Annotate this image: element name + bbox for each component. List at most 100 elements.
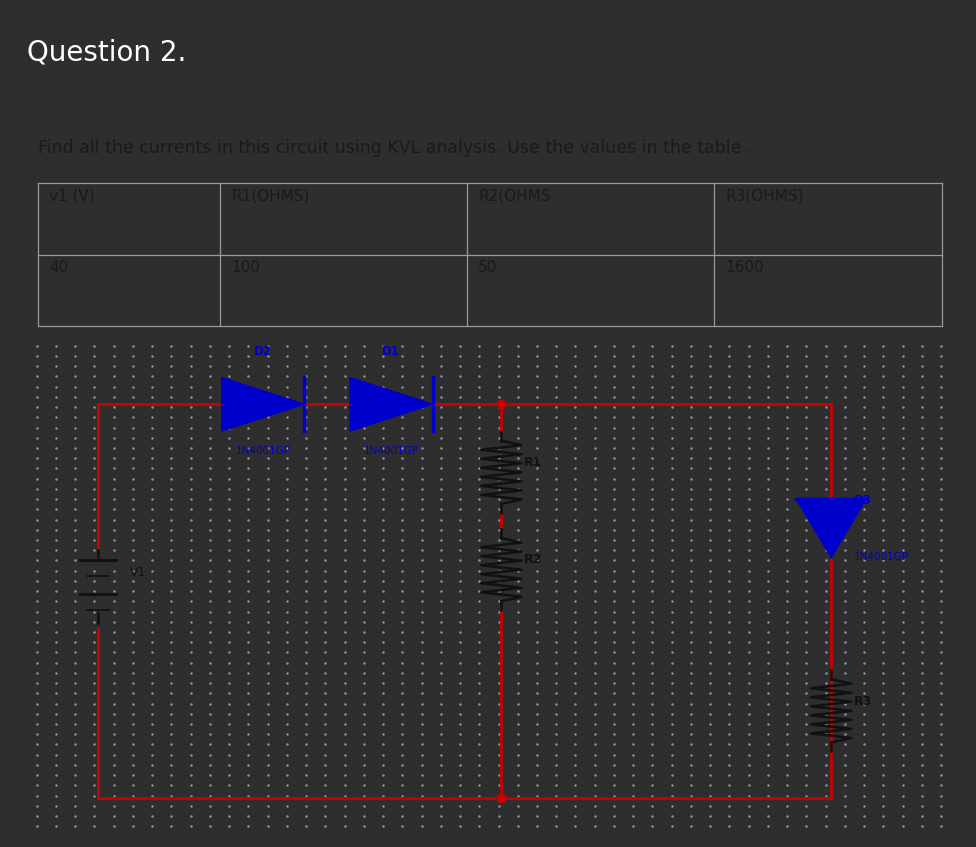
Point bbox=[183, 687, 198, 700]
Point bbox=[337, 502, 352, 516]
Point bbox=[606, 339, 622, 352]
Point bbox=[87, 534, 102, 547]
Point bbox=[915, 451, 930, 465]
Point bbox=[67, 401, 83, 414]
Point bbox=[645, 819, 661, 833]
Point bbox=[626, 472, 641, 485]
Point bbox=[587, 359, 602, 373]
Point bbox=[299, 605, 314, 618]
Point bbox=[48, 411, 63, 424]
Point bbox=[780, 819, 795, 833]
Point bbox=[587, 451, 602, 465]
Point bbox=[798, 687, 814, 700]
Point bbox=[375, 390, 390, 404]
Point bbox=[279, 799, 295, 812]
Point bbox=[125, 758, 141, 772]
Point bbox=[915, 595, 930, 608]
Point bbox=[183, 635, 198, 649]
Point bbox=[105, 635, 121, 649]
Point bbox=[202, 380, 218, 394]
Point bbox=[87, 707, 102, 721]
Text: R3: R3 bbox=[854, 695, 873, 707]
Point bbox=[414, 605, 429, 618]
Point bbox=[202, 339, 218, 352]
Point bbox=[433, 339, 449, 352]
Point bbox=[875, 534, 891, 547]
Point bbox=[703, 349, 718, 363]
Point bbox=[915, 809, 930, 822]
Point bbox=[414, 421, 429, 435]
Point bbox=[144, 738, 160, 751]
Point bbox=[549, 605, 564, 618]
Point bbox=[260, 717, 275, 731]
Point bbox=[433, 748, 449, 761]
Point bbox=[664, 738, 679, 751]
Point bbox=[48, 584, 63, 598]
Point bbox=[183, 748, 198, 761]
Point bbox=[721, 595, 737, 608]
Point bbox=[780, 687, 795, 700]
Point bbox=[741, 645, 756, 659]
Point bbox=[202, 676, 218, 689]
Point bbox=[67, 492, 83, 506]
Point bbox=[125, 472, 141, 485]
Point bbox=[818, 819, 834, 833]
Point bbox=[279, 359, 295, 373]
Point bbox=[452, 656, 468, 669]
Point bbox=[703, 401, 718, 414]
Point bbox=[760, 615, 776, 628]
Point bbox=[375, 472, 390, 485]
Text: 100: 100 bbox=[231, 260, 260, 275]
Point bbox=[683, 676, 699, 689]
Point bbox=[683, 778, 699, 792]
Point bbox=[433, 605, 449, 618]
Point bbox=[260, 462, 275, 475]
Point bbox=[67, 758, 83, 772]
Point bbox=[664, 482, 679, 495]
Point bbox=[375, 676, 390, 689]
Point bbox=[125, 523, 141, 536]
Point bbox=[452, 359, 468, 373]
Point bbox=[414, 534, 429, 547]
Point bbox=[760, 401, 776, 414]
Point bbox=[67, 502, 83, 516]
Point bbox=[491, 421, 507, 435]
Point bbox=[760, 421, 776, 435]
Point bbox=[299, 380, 314, 394]
Point bbox=[164, 554, 180, 567]
Point bbox=[29, 502, 45, 516]
Point bbox=[798, 645, 814, 659]
Point bbox=[375, 697, 390, 711]
Point bbox=[279, 625, 295, 639]
Point bbox=[780, 758, 795, 772]
Point bbox=[491, 492, 507, 506]
Point bbox=[164, 738, 180, 751]
Point bbox=[356, 472, 372, 485]
Point bbox=[87, 544, 102, 557]
Point bbox=[183, 544, 198, 557]
Point bbox=[356, 666, 372, 679]
Point bbox=[645, 462, 661, 475]
Point bbox=[105, 339, 121, 352]
Point bbox=[703, 482, 718, 495]
Point bbox=[721, 625, 737, 639]
Point bbox=[915, 645, 930, 659]
Point bbox=[471, 441, 487, 455]
Point bbox=[915, 758, 930, 772]
Point bbox=[202, 819, 218, 833]
Point bbox=[48, 512, 63, 526]
Point bbox=[645, 625, 661, 639]
Point bbox=[356, 544, 372, 557]
Point bbox=[29, 778, 45, 792]
Point bbox=[568, 441, 584, 455]
Point bbox=[915, 359, 930, 373]
Point bbox=[240, 687, 256, 700]
Point bbox=[895, 778, 911, 792]
Point bbox=[164, 778, 180, 792]
Point bbox=[144, 462, 160, 475]
Point bbox=[87, 411, 102, 424]
Point bbox=[683, 758, 699, 772]
Point bbox=[587, 687, 602, 700]
Point bbox=[721, 390, 737, 404]
Point bbox=[875, 615, 891, 628]
